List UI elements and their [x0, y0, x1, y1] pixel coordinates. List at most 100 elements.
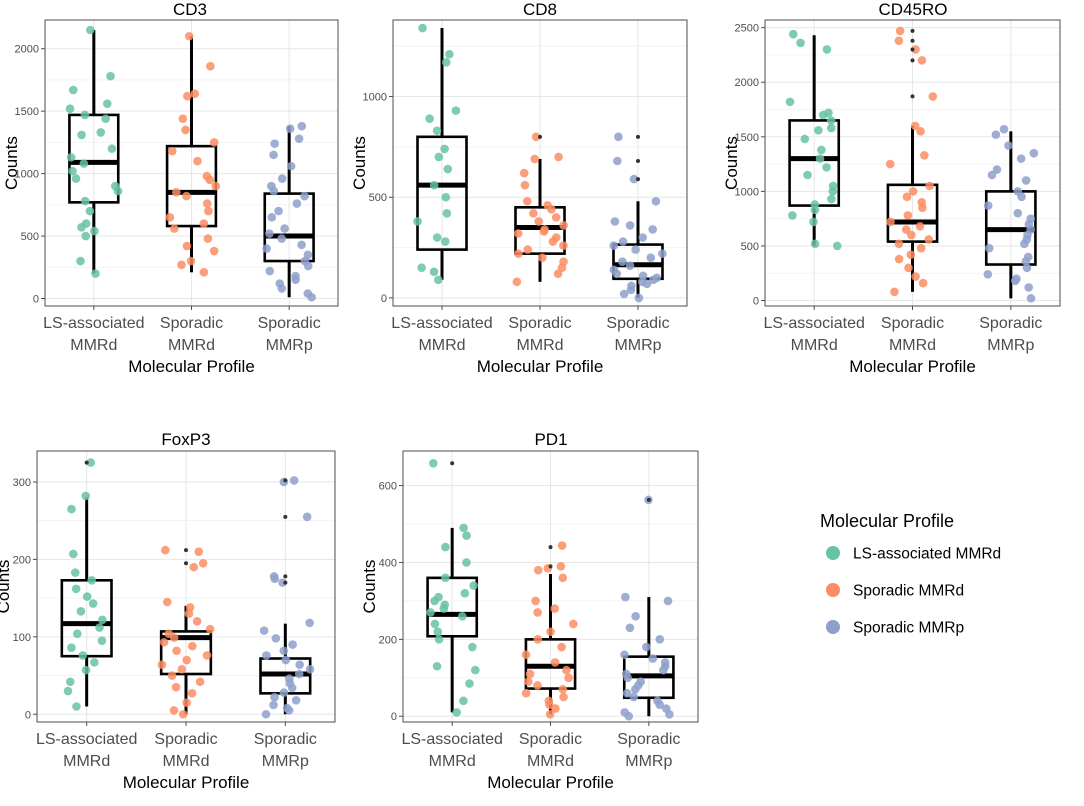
- box-iqr: [426, 576, 479, 638]
- data-point: [169, 706, 179, 715]
- data-point: [531, 132, 541, 142]
- data-point: [302, 512, 312, 522]
- data-point: [86, 458, 96, 467]
- data-point: [533, 565, 543, 575]
- data-point: [462, 531, 471, 540]
- data-point: [190, 89, 200, 98]
- data-point: [170, 224, 179, 233]
- data-point: [822, 45, 832, 54]
- data-point: [159, 637, 169, 647]
- panel-title: CD45RO: [879, 0, 948, 19]
- data-point: [1004, 141, 1013, 150]
- data-point: [519, 168, 529, 178]
- data-point: [189, 562, 199, 572]
- data-point: [182, 191, 191, 201]
- data-point: [569, 619, 578, 629]
- data-point: [157, 660, 167, 669]
- outlier-point: [538, 134, 542, 139]
- box-iqr: [159, 630, 213, 676]
- data-point: [90, 658, 99, 667]
- data-point: [809, 217, 818, 227]
- data-point: [270, 692, 279, 702]
- data-point: [203, 234, 213, 243]
- x-tick-label-line: MMRd: [162, 753, 209, 770]
- data-point: [548, 237, 558, 246]
- data-point: [205, 175, 215, 185]
- data-point: [441, 192, 451, 202]
- outlier-point: [910, 47, 915, 52]
- data-point: [459, 696, 468, 706]
- y-tick-label: 0: [25, 709, 31, 721]
- data-point: [278, 578, 287, 587]
- data-point: [828, 187, 838, 196]
- data-point: [465, 679, 474, 688]
- data-point: [167, 671, 177, 680]
- data-point: [469, 581, 478, 590]
- data-point: [523, 245, 533, 254]
- data-point: [434, 152, 444, 162]
- data-point: [281, 655, 291, 665]
- data-point: [442, 209, 452, 218]
- data-point: [182, 655, 191, 665]
- x-tick-label-line: LS-associated: [391, 315, 492, 332]
- data-point: [533, 608, 542, 617]
- data-point: [425, 114, 434, 123]
- x-tick-label-line: MMRd: [168, 337, 215, 354]
- data-point: [267, 213, 277, 222]
- data-point: [98, 615, 107, 625]
- data-point: [539, 227, 549, 236]
- data-point: [161, 545, 170, 555]
- data-point: [520, 180, 530, 190]
- data-point: [182, 241, 192, 251]
- data-point: [800, 134, 810, 144]
- data-point: [184, 609, 194, 618]
- data-point: [651, 196, 661, 206]
- data-point: [169, 633, 179, 642]
- data-point: [90, 226, 99, 236]
- data-point: [72, 702, 81, 711]
- data-point: [512, 277, 522, 287]
- data-point: [894, 254, 904, 264]
- data-point: [559, 692, 568, 702]
- y-tick-label: 300: [13, 477, 31, 489]
- data-point: [261, 709, 271, 719]
- data-point: [206, 61, 215, 71]
- data-point: [69, 549, 78, 559]
- box-iqr: [416, 135, 468, 251]
- data-point: [167, 146, 177, 156]
- data-point: [441, 542, 450, 552]
- data-point: [910, 121, 920, 131]
- data-point: [285, 124, 295, 133]
- data-point: [1022, 263, 1032, 273]
- data-point: [554, 152, 563, 162]
- y-tick-label: 2000: [15, 44, 39, 56]
- panel-title: CD8: [523, 0, 557, 19]
- data-point: [292, 199, 302, 208]
- data-point: [291, 275, 300, 285]
- x-tick-label: Sporadic MMRp: [979, 315, 1042, 354]
- y-tick-label: 0: [33, 294, 39, 306]
- data-point: [622, 688, 632, 698]
- data-point: [270, 139, 279, 148]
- x-tick-label-line: MMRp: [262, 753, 309, 770]
- data-point: [199, 219, 209, 228]
- data-point: [530, 154, 539, 164]
- data-point: [533, 681, 542, 690]
- x-axis-label: Molecular Profile: [128, 357, 255, 376]
- data-point: [418, 23, 427, 33]
- data-point: [785, 97, 795, 107]
- legend-marker: [826, 546, 840, 560]
- data-point: [911, 272, 920, 281]
- x-tick-label-line: Sporadic: [154, 731, 217, 748]
- data-point: [810, 239, 820, 249]
- data-point: [87, 576, 97, 585]
- data-point: [80, 110, 90, 120]
- data-point: [294, 669, 304, 679]
- data-point: [305, 618, 314, 628]
- outlier-point: [283, 580, 288, 585]
- data-point: [810, 205, 820, 215]
- x-tick-label-line: MMRp: [987, 337, 1034, 354]
- x-tick-label-line: Sporadic: [508, 315, 571, 332]
